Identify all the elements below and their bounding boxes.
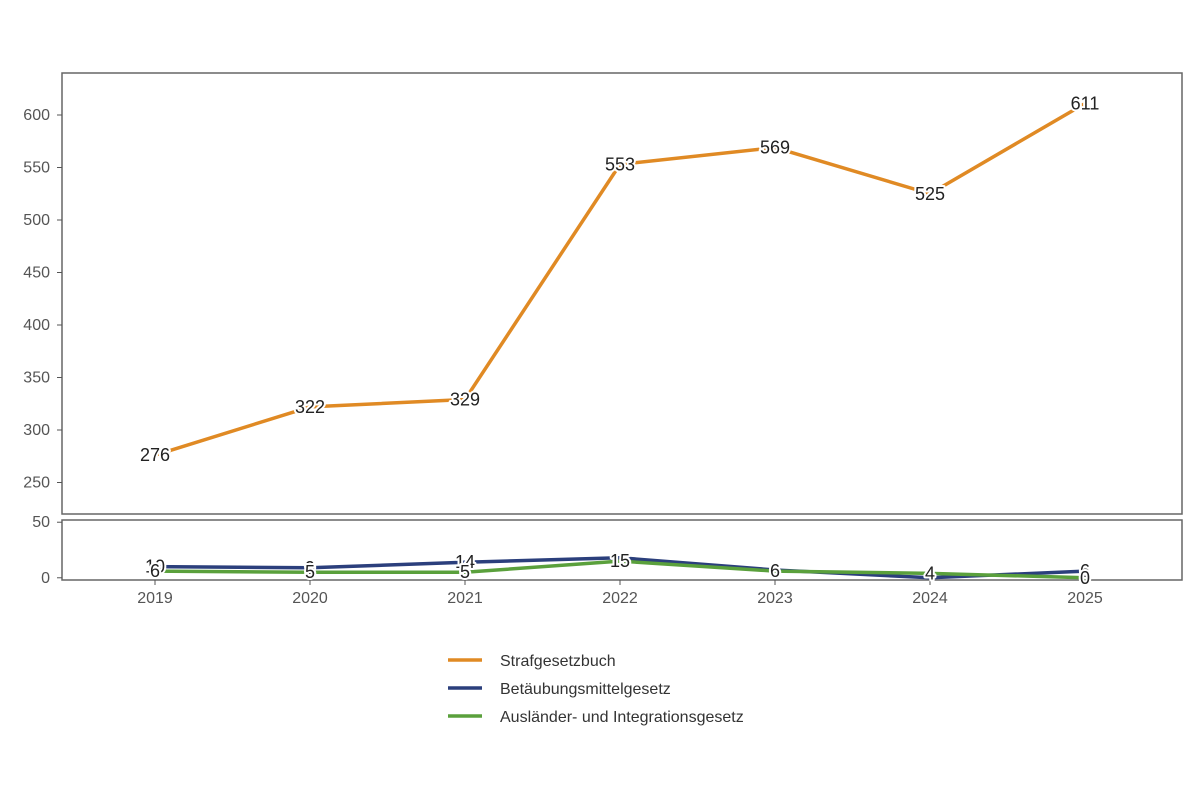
data-label-halo: 525 — [915, 184, 945, 204]
upper-y-tick-label: 450 — [23, 265, 50, 282]
data-label-halo: 322 — [295, 397, 325, 417]
data-label-2-1: 5 — [305, 562, 315, 582]
data-label-halo: 611 — [1071, 93, 1100, 113]
data-label-halo: 4 — [925, 563, 935, 583]
data-label-halo: 14 — [455, 552, 475, 572]
data-label-halo: 6 — [770, 561, 780, 581]
x-tick-label: 2022 — [602, 590, 638, 607]
data-label-halo: 553 — [605, 154, 635, 174]
data-label-2-6: 0 — [1080, 568, 1090, 588]
data-label-0-5: 525 — [915, 184, 945, 204]
upper-y-tick-label: 550 — [23, 160, 50, 177]
x-axis: 2019 2020 2021 2022 2023 2024 2025 — [137, 580, 1103, 607]
data-label-halo: 15 — [610, 551, 630, 571]
x-tick-label: 2025 — [1067, 590, 1103, 607]
data-label-0-2: 329 — [450, 390, 480, 410]
upper-y-tick-label: 500 — [23, 212, 50, 229]
data-label-halo: 9 — [305, 558, 315, 578]
series-line-0 — [153, 101, 1087, 457]
data-label-halo: 10 — [145, 557, 165, 577]
data-label-halo: 276 — [140, 445, 170, 465]
legend-label-2: Ausländer- und Integrationsgesetz — [500, 709, 744, 726]
data-label-1-0: 10 — [145, 557, 165, 577]
x-tick-label: 2023 — [757, 590, 793, 607]
data-label-0-1: 322 — [295, 397, 325, 417]
data-label-1-6: 6 — [1080, 561, 1090, 581]
x-tick-label: 2020 — [292, 590, 328, 607]
data-label-1-1: 9 — [305, 558, 315, 578]
data-label-0-4: 569 — [760, 138, 790, 158]
series-line-2 — [153, 559, 1087, 580]
data-label-2-5: 4 — [925, 563, 935, 583]
lower-panel-frame — [61, 519, 1183, 581]
upper-y-tick-label: 600 — [23, 107, 50, 124]
data-label-2-3: 15 — [610, 551, 630, 571]
lower-y-tick-label: 0 — [41, 570, 50, 587]
data-label-2-0: 6 — [150, 561, 160, 581]
upper-panel-frame — [61, 72, 1183, 515]
x-tick-label: 2024 — [912, 590, 948, 607]
data-label-halo: 6 — [1080, 561, 1090, 581]
lower-y-axis: 0 50 — [32, 514, 62, 587]
upper-y-tick-label: 250 — [23, 475, 50, 492]
upper-y-tick-label: 400 — [23, 317, 50, 334]
data-label-halo: 5 — [460, 562, 470, 582]
legend-label-1: Betäubungsmittelgesetz — [500, 681, 671, 698]
data-label-halo: 0 — [1080, 568, 1090, 588]
lower-y-tick-label: 50 — [32, 514, 50, 531]
x-tick-label: 2019 — [137, 590, 173, 607]
legend: Strafgesetzbuch Betäubungsmittelgesetz Aus… — [448, 653, 744, 726]
x-tick-label: 2021 — [447, 590, 483, 607]
data-label-0-0: 276 — [140, 445, 170, 465]
data-label-2-4: 6 — [770, 561, 780, 581]
data-label-1-2: 14 — [455, 552, 475, 572]
data-label-halo: 5 — [305, 562, 315, 582]
upper-y-axis: 250 300 350 400 450 500 550 600 — [23, 107, 62, 492]
data-label-0-3: 553 — [605, 154, 635, 174]
data-label-2-2: 5 — [460, 562, 470, 582]
data-label-halo: 329 — [450, 390, 480, 410]
data-label-0-6: 611 — [1071, 93, 1100, 113]
data-label-halo: 569 — [760, 138, 790, 158]
series-lines — [153, 101, 1087, 580]
upper-y-tick-label: 300 — [23, 422, 50, 439]
legend-label-0: Strafgesetzbuch — [500, 653, 616, 670]
series-line-1 — [153, 556, 1087, 580]
data-label-halo: 6 — [150, 561, 160, 581]
upper-y-tick-label: 350 — [23, 370, 50, 387]
